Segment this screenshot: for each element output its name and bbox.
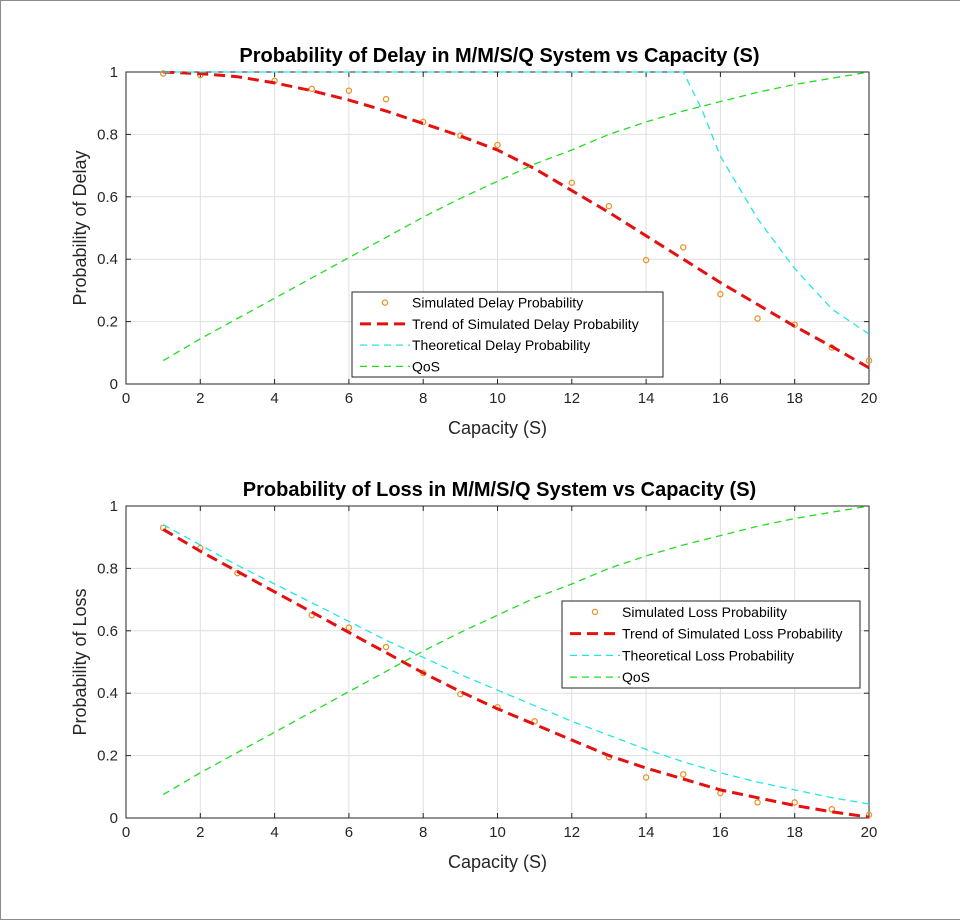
series-2 [163, 71, 869, 370]
legend-label: Simulated Delay Probability [412, 295, 583, 311]
y-tick-label: 0.4 [97, 685, 118, 702]
x-axis-label: Capacity (S) [448, 852, 547, 872]
data-point [865, 811, 873, 819]
legend-box [561, 600, 861, 689]
y-tick-label: 0.2 [97, 748, 118, 765]
x-tick-label: 0 [122, 824, 130, 841]
chart-title: Probability of Loss in M/M/S/Q System vs… [243, 479, 756, 501]
series-4 [162, 71, 869, 362]
data-point [717, 290, 724, 298]
data-point [791, 799, 798, 806]
y-tick-label: 0 [110, 810, 118, 827]
x-tick-label: 0 [122, 390, 130, 407]
data-point [754, 315, 761, 322]
data-point [345, 87, 353, 94]
data-point [828, 806, 836, 813]
chart-1: 0 2 4 6 8 10 12 14 16 18 20 0 0.2 0.4 0.6 0.8 1 Probabili… [70, 45, 877, 438]
series-3 [163, 71, 869, 335]
x-tick-label: 14 [638, 824, 655, 841]
chart-2: 0 2 4 6 8 10 12 14 16 18 20 0 0.2 0.4 0.6 0.8 1 Probabili… [70, 479, 877, 872]
y-tick-label: 0.8 [97, 126, 118, 143]
series-4 [162, 505, 869, 796]
legend: Simulated Loss Probability Trend of Simul… [561, 600, 861, 689]
x-tick-label: 4 [270, 824, 278, 841]
x-tick-label: 2 [196, 824, 204, 841]
x-tick-label: 10 [489, 824, 506, 841]
legend-label: Trend of Simulated Loss Probability [622, 626, 842, 642]
y-axis-label: Probability of Loss [70, 588, 90, 735]
x-tick-label: 10 [489, 390, 506, 407]
legend-marker [591, 608, 599, 616]
legend-label: QoS [622, 669, 650, 685]
x-tick-label: 18 [786, 390, 803, 407]
y-tick-label: 1 [110, 498, 118, 515]
y-tick-label: 1 [110, 64, 118, 81]
legend-box [351, 291, 664, 378]
y-tick-label: 0 [110, 376, 118, 393]
legend-label: Theoretical Delay Probability [412, 337, 590, 353]
series-line [163, 71, 869, 335]
y-tick-label: 0.8 [97, 560, 118, 577]
x-tick-label: 14 [638, 390, 655, 407]
data-point [642, 256, 650, 264]
legend-label: Simulated Loss Probability [622, 604, 787, 620]
y-tick-label: 0.6 [97, 189, 118, 206]
legend-label: Trend of Simulated Delay Probability [412, 316, 639, 332]
y-tick-label: 0.2 [97, 314, 118, 331]
series-line [162, 505, 869, 796]
x-tick-label: 18 [786, 824, 803, 841]
chart-title: Probability of Delay in M/M/S/Q System v… [239, 45, 759, 67]
data-point [605, 202, 613, 210]
series-line [162, 71, 869, 362]
x-axis-label: Capacity (S) [448, 418, 547, 438]
data-point [642, 774, 650, 781]
data-point [382, 95, 390, 103]
series-3 [162, 524, 869, 805]
x-tick-label: 8 [419, 390, 427, 407]
series-line [162, 524, 869, 805]
data-point [345, 624, 353, 631]
y-tick-label: 0.6 [97, 623, 118, 640]
legend-label: Theoretical Loss Probability [622, 647, 794, 663]
data-point [754, 799, 761, 806]
data-point [308, 85, 315, 93]
data-point [865, 357, 873, 364]
x-tick-label: 6 [345, 824, 353, 841]
y-axis-label: Probability of Delay [70, 150, 90, 305]
x-tick-label: 6 [345, 390, 353, 407]
legend: Simulated Delay Probability Trend of Simu… [351, 291, 664, 378]
data-point [382, 643, 390, 651]
legend-label: QoS [412, 358, 440, 374]
x-tick-label: 12 [563, 390, 580, 407]
series-2 [162, 528, 869, 819]
x-tick-label: 20 [861, 390, 878, 407]
x-tick-label: 20 [861, 824, 878, 841]
series-line [162, 528, 869, 819]
data-point [494, 141, 501, 149]
data-point [568, 179, 576, 187]
legend-marker [381, 299, 389, 306]
x-tick-label: 12 [563, 824, 580, 841]
x-tick-label: 8 [419, 824, 427, 841]
x-tick-label: 2 [196, 390, 204, 407]
x-tick-label: 16 [712, 824, 729, 841]
series-1 [159, 70, 873, 364]
y-tick-label: 0.4 [97, 251, 118, 268]
series-line [163, 71, 869, 370]
data-point [680, 244, 687, 251]
x-tick-label: 4 [270, 390, 278, 407]
data-point [531, 718, 538, 725]
x-tick-label: 16 [712, 390, 729, 407]
data-point [680, 771, 687, 778]
